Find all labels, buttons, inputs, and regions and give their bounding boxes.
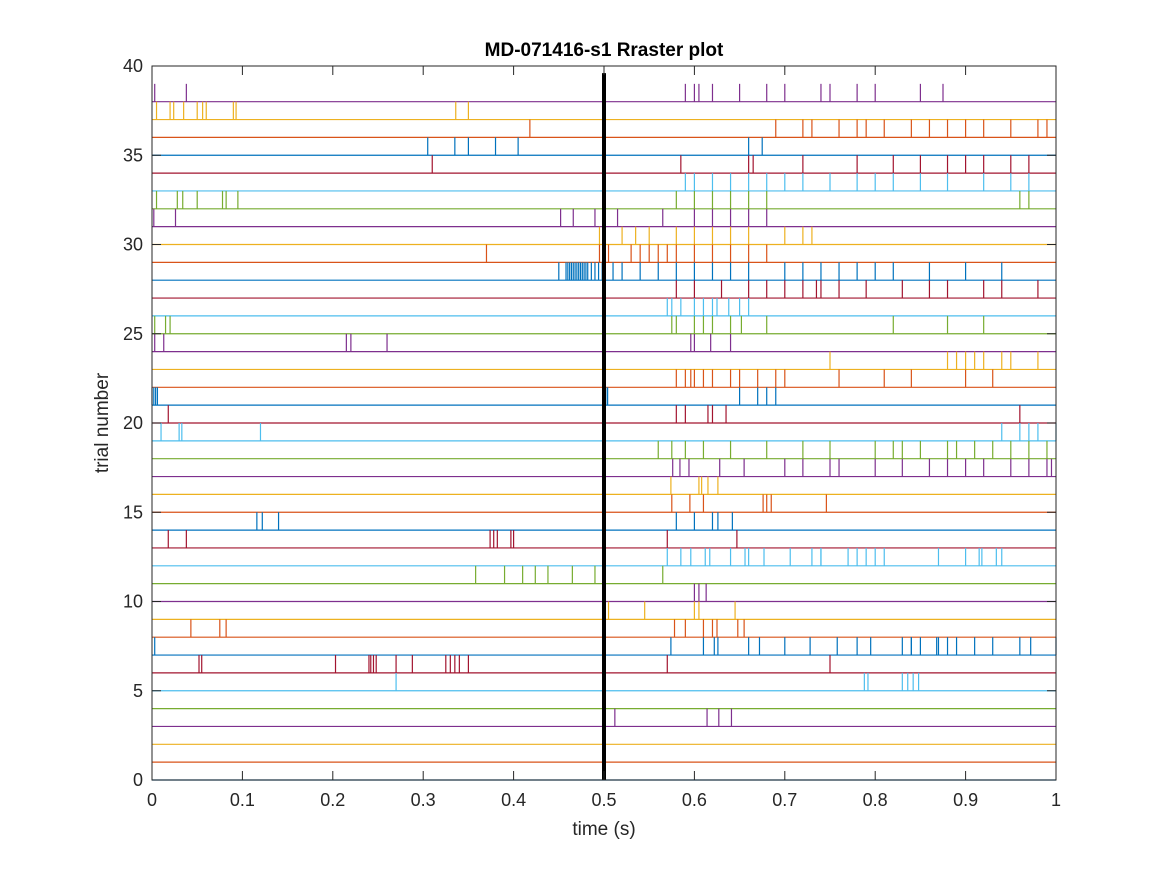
x-tick-label: 0.5 — [591, 790, 616, 810]
y-axis-label: trial number — [92, 372, 113, 473]
x-axis-label: time (s) — [572, 819, 635, 840]
x-tick-label: 1 — [1051, 790, 1061, 810]
x-tick-label: 0.9 — [953, 790, 978, 810]
y-tick-label: 15 — [123, 502, 143, 522]
y-tick-label: 5 — [133, 681, 143, 701]
y-tick-label: 40 — [123, 56, 143, 76]
axes: 0 0.1 0.2 0.3 0.4 0.5 0.6 0.7 0.8 0.9 105101520253… — [123, 56, 1061, 810]
y-tick-label: 30 — [123, 235, 143, 255]
x-tick-label: 0.1 — [230, 790, 255, 810]
x-tick-label: 0 — [147, 790, 157, 810]
y-tick-label: 35 — [123, 145, 143, 165]
x-tick-label: 0.4 — [501, 790, 526, 810]
spike-marks — [151, 83, 1057, 727]
x-tick-label: 0.7 — [772, 790, 797, 810]
x-tick-label: 0.6 — [682, 790, 707, 810]
x-tick-label: 0.8 — [863, 790, 888, 810]
y-tick-label: 25 — [123, 324, 143, 344]
x-tick-label: 0.3 — [411, 790, 436, 810]
y-tick-label: 20 — [123, 413, 143, 433]
y-tick-label: 10 — [123, 592, 143, 612]
chart-title: MD-071416-s1 Rraster plot — [485, 40, 724, 61]
x-tick-label: 0.2 — [320, 790, 345, 810]
y-tick-label: 0 — [133, 770, 143, 790]
